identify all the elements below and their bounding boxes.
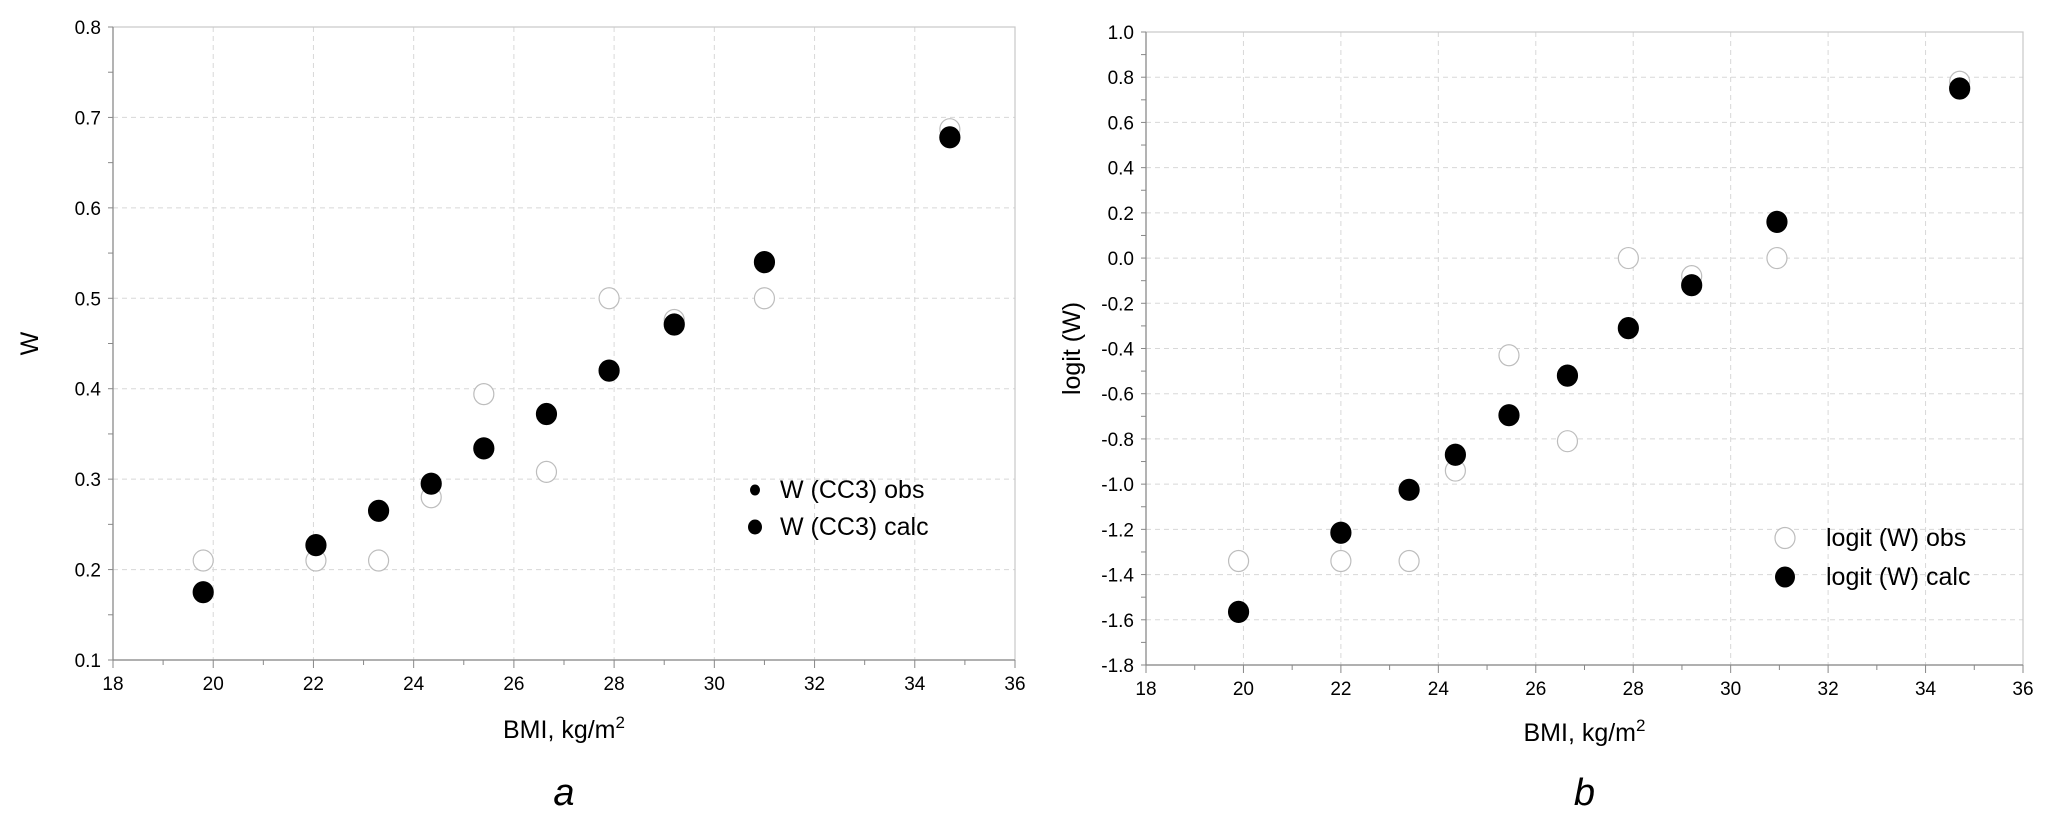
x-tick-label: 30: [1720, 679, 1741, 700]
y-tick-label: -1.6: [1101, 611, 1134, 632]
obs-point: [473, 383, 495, 406]
x-tick-label: 36: [1004, 674, 1025, 695]
legend-marker-calc: [1775, 566, 1795, 588]
x-tick-label: 34: [1915, 679, 1937, 700]
y-tick-label: 0.5: [75, 289, 101, 310]
x-tick-label: 24: [1428, 679, 1450, 700]
y-tick-label: 0.6: [1108, 113, 1134, 134]
legend-label: W (CC3) calc: [780, 513, 929, 541]
obs-point: [1227, 549, 1250, 573]
obs-point: [598, 287, 620, 310]
x-tick-label: 20: [203, 674, 224, 695]
y-tick-label: 0.6: [75, 199, 101, 220]
obs-point: [1498, 344, 1520, 367]
y-tick-label: -1.8: [1101, 656, 1134, 677]
y-tick-label: 0.2: [75, 561, 101, 582]
x-axis-label: BMI, kg/m2: [1524, 716, 1646, 747]
x-axis-label-text: BMI, kg/m: [1524, 719, 1637, 747]
calc-point: [663, 313, 685, 336]
x-axis-label-text: BMI, kg/m: [503, 716, 616, 744]
chart-panel-a: 18 20 22 24 26 28 30 32 34 36 0.1 0.2 0.3 0.4 0.5 0.6 0.…: [16, 18, 1026, 814]
calc-point: [535, 402, 558, 426]
calc-point: [473, 437, 495, 460]
x-tick-label: 24: [403, 674, 425, 695]
obs-point: [1766, 246, 1788, 270]
plot-frame: [112, 26, 1016, 661]
y-tick-label: -0.6: [1101, 385, 1134, 406]
legend-marker-obs: [1774, 526, 1796, 550]
x-tick-label: 18: [1135, 679, 1156, 700]
y-tick-label: 0.7: [75, 108, 101, 129]
x-tick-label: 26: [1525, 679, 1546, 700]
x-tick-label: 36: [2012, 679, 2033, 700]
chart-panel-b: 18 20 22 24 26 28 30 32 34 36 -1.8 -1.6 -1.4 -1.2 -1.0…: [1058, 23, 2034, 814]
calc-point: [939, 126, 961, 149]
obs-point: [753, 287, 776, 310]
y-axis-label: logit (W): [1058, 302, 1086, 395]
obs-point: [1330, 549, 1352, 573]
y-tick-label: 0.3: [75, 470, 101, 491]
y-tick-label: -0.2: [1101, 294, 1134, 315]
calc-point: [1227, 600, 1250, 623]
obs-point: [535, 460, 558, 484]
calc-point: [1444, 443, 1466, 466]
x-tick-label: 18: [102, 674, 123, 695]
legend-label: W (CC3) obs: [780, 476, 924, 504]
y-tick-label: 1.0: [1108, 23, 1134, 44]
y-tick-label: 0.0: [1108, 249, 1134, 270]
panel-label: a: [553, 772, 574, 814]
calc-point: [420, 472, 442, 495]
obs-point: [1398, 549, 1420, 573]
calc-point: [1498, 404, 1520, 427]
calc-point: [192, 581, 214, 604]
calc-point: [305, 534, 327, 557]
calc-point: [1766, 210, 1788, 233]
x-tick-label: 32: [804, 674, 825, 695]
x-tick-label: 34: [904, 674, 926, 695]
calc-point: [598, 359, 620, 382]
x-tick-label: 22: [303, 674, 324, 695]
legend-marker-obs: [750, 484, 760, 496]
x-axis-label-superscript: 2: [616, 713, 625, 732]
legend-label: logit (W) obs: [1826, 524, 1966, 552]
x-tick-label: 28: [604, 674, 625, 695]
x-axis-label-superscript: 2: [1636, 716, 1645, 735]
calc-point: [1681, 274, 1703, 297]
x-tick-label: 22: [1330, 679, 1351, 700]
calc-point: [1556, 364, 1579, 387]
x-tick-label: 32: [1818, 679, 1839, 700]
y-tick-label: 0.4: [1108, 159, 1135, 180]
obs-point: [192, 549, 214, 572]
legend-label: logit (W) calc: [1826, 563, 1970, 591]
y-tick-label: 0.4: [75, 380, 102, 401]
y-tick-label: -0.8: [1101, 430, 1134, 451]
x-axis-label: BMI, kg/m2: [503, 713, 625, 744]
calc-point: [753, 251, 776, 274]
calc-point: [1330, 521, 1352, 544]
x-tick-label: 28: [1623, 679, 1644, 700]
y-tick-label: 0.2: [1108, 204, 1134, 225]
y-tick-label: -1.2: [1101, 520, 1134, 541]
legend-marker-calc: [748, 519, 762, 535]
y-tick-label: -1.4: [1101, 566, 1134, 587]
calc-point: [1617, 317, 1639, 340]
calc-point: [1398, 478, 1420, 501]
calc-point: [367, 499, 390, 522]
obs-point: [1556, 430, 1579, 453]
obs-point: [367, 549, 390, 572]
obs-point: [1617, 246, 1639, 270]
y-tick-label: 0.8: [75, 18, 101, 39]
y-tick-label: 0.1: [75, 651, 101, 672]
x-tick-label: 20: [1233, 679, 1254, 700]
y-tick-label: 0.8: [1108, 68, 1134, 89]
y-axis-label: W: [16, 331, 44, 355]
y-tick-label: -0.4: [1101, 340, 1134, 361]
x-tick-label: 26: [503, 674, 524, 695]
x-tick-label: 30: [704, 674, 725, 695]
panel-label: b: [1574, 772, 1595, 814]
y-tick-label: -1.0: [1101, 475, 1134, 496]
calc-point: [1949, 77, 1971, 100]
